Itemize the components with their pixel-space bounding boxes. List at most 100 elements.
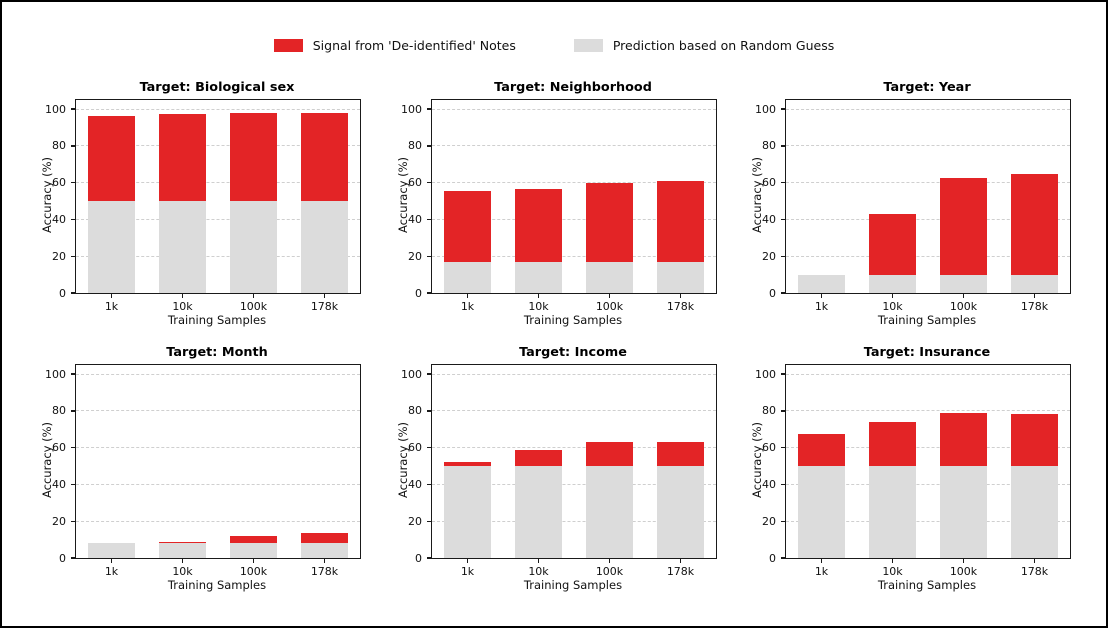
bar-segment-signal [798,433,845,467]
y-tick-mark [426,447,431,449]
gridline [76,255,360,257]
y-tick-mark [426,108,431,110]
bar-segment-signal [444,191,491,263]
gridline [432,410,716,412]
y-tick-mark [780,410,785,412]
gridline [432,218,716,220]
y-tick-label: 100 [45,102,66,116]
x-tick-mark [252,559,255,564]
y-tick-label: 60 [762,176,776,190]
y-tick-label: 60 [52,441,66,455]
plot-area: 0 20 40 60 80 100 1k 10k 100k 178k [45,364,361,578]
legend-item-signal: Signal from 'De-identified' Notes [273,38,516,53]
subplot-year: Target: Year Accuracy (%) 0 20 40 60 80 100 1k… [728,80,1080,345]
bar-segment-signal [940,412,987,467]
subplot-insurance: Target: Insurance Accuracy (%) 0 20 40 60 80… [728,345,1080,610]
bar-segment-random-guess [301,542,348,558]
gridline [76,182,360,184]
y-tick-label: 0 [59,551,66,565]
y-tick-mark [780,292,785,294]
legend: Signal from 'De-identified' Notes Predic… [2,38,1106,53]
gridline [432,255,716,257]
x-tick-label: 1k [104,565,119,578]
y-tick-mark [70,108,75,110]
bar-segment-signal [159,541,206,543]
bar-segment-signal [230,535,277,543]
plot-area: 0 20 40 60 80 100 1k 10k 100k 178k [755,364,1071,578]
bar-segment-signal [230,112,277,202]
subplot-biological-sex: Target: Biological sex Accuracy (%) 0 20 4… [18,80,370,345]
x-tick-mark [181,294,184,299]
y-tick-label: 20 [762,249,776,263]
y-tick-mark [780,557,785,559]
x-tick-mark [820,294,823,299]
x-tick-label: 10k [172,565,193,578]
legend-label: Signal from 'De-identified' Notes [312,38,516,53]
y-tick-label: 0 [769,551,776,565]
y-tick-mark [70,218,75,221]
y-tick-mark [70,483,75,486]
bar-segment-signal [515,449,562,467]
x-tick-label: 178k [310,565,339,578]
y-tick-mark [70,373,75,375]
bar-segment-random-guess [1011,274,1058,293]
x-tick-label: 1k [460,300,475,313]
x-axis-label: Training Samples [167,578,267,592]
y-tick-mark [70,410,75,412]
y-tick-mark [70,255,75,257]
bar-segment-random-guess [586,262,633,293]
bar-segment-random-guess [444,466,491,558]
x-tick-mark [1033,294,1036,299]
y-tick-label: 100 [401,367,422,381]
y-tick-label: 80 [408,404,422,418]
x-tick-mark [466,559,469,564]
bar-segment-signal [586,442,633,467]
x-tick-mark [323,294,326,299]
subplot-income: Target: Income Accuracy (%) 0 20 40 60 80 100… [374,345,726,610]
y-tick-mark [780,108,785,110]
y-tick-label: 100 [401,102,422,116]
random-guess-swatch-icon [573,39,603,52]
gridline [786,108,1070,110]
y-tick-mark [426,520,431,522]
y-tick-mark [426,373,431,375]
bar-segment-signal [1011,413,1058,467]
y-tick-mark [426,483,431,486]
chart-title: Target: Insurance [863,345,991,360]
y-tick-label: 40 [408,212,422,226]
gridline [786,255,1070,257]
gridline [432,520,716,522]
gridline [786,447,1070,449]
bar-segment-random-guess [301,201,348,293]
x-tick-mark [679,294,682,299]
legend-item-random-guess: Prediction based on Random Guess [573,38,834,53]
bar-segment-signal [1011,173,1058,275]
x-tick-label: 1k [104,300,119,313]
bar-segment-random-guess [444,262,491,293]
x-tick-label: 10k [528,300,549,313]
y-tick-mark [70,557,75,559]
x-tick-mark [962,559,965,564]
gridline [786,145,1070,147]
bar-segment-random-guess [657,466,704,558]
y-tick-mark [780,182,785,184]
gridline [76,520,360,522]
x-axis-label: Training Samples [523,313,623,327]
y-tick-mark [780,447,785,449]
x-tick-label: 178k [310,300,339,313]
gridline [786,373,1070,375]
x-tick-mark [962,294,965,299]
y-tick-label: 40 [52,477,66,491]
gridline [432,182,716,184]
x-tick-mark [1033,559,1036,564]
x-tick-label: 178k [666,565,695,578]
x-tick-label: 10k [882,565,903,578]
bar-segment-random-guess [940,466,987,558]
chart-title: Target: Neighborhood [494,80,652,95]
subplot-neighborhood: Target: Neighborhood Accuracy (%) 0 20 40 6… [374,80,726,345]
y-tick-label: 80 [762,139,776,153]
y-tick-mark [70,145,75,147]
gridline [432,108,716,110]
y-tick-mark [780,483,785,486]
bar-segment-random-guess [869,466,916,558]
